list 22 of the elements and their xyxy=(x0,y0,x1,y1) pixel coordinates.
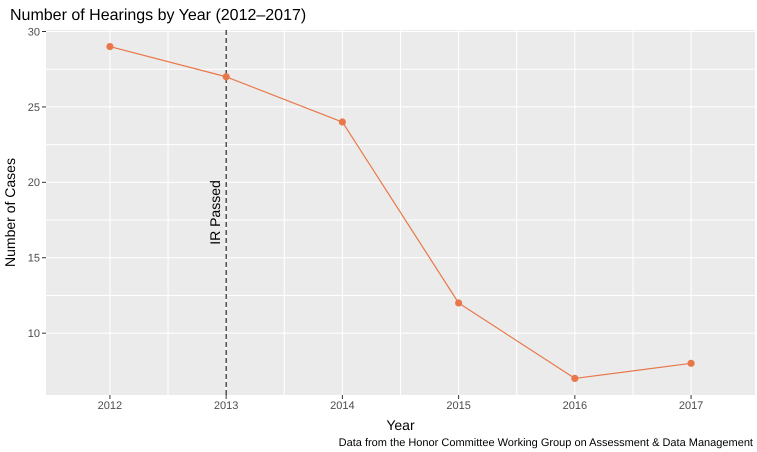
x-axis-title: Year xyxy=(386,417,415,433)
y-tick-label: 25 xyxy=(28,102,40,114)
y-tick-label: 30 xyxy=(28,26,40,38)
x-tick-label: 2015 xyxy=(446,400,471,412)
point xyxy=(455,299,462,307)
y-axis-title: Number of Cases xyxy=(2,158,18,267)
point xyxy=(338,118,346,126)
x-tick-label: 2013 xyxy=(214,400,238,412)
x-tick-label: 2017 xyxy=(678,400,704,412)
point xyxy=(106,42,114,50)
x-tick-label: 2016 xyxy=(562,400,588,412)
x-tick-label: 2014 xyxy=(330,400,355,412)
chart-title: Number of Hearings by Year (2012–2017) xyxy=(10,7,306,25)
y-tick-label: 10 xyxy=(28,328,40,340)
text: Data from the Honor Committee Working Group on Assessment & Data Management xyxy=(338,437,753,449)
point xyxy=(222,73,230,80)
point xyxy=(687,360,695,367)
y-tick-label: 20 xyxy=(28,177,40,190)
point xyxy=(571,374,578,382)
y-tick-label: 15 xyxy=(28,252,40,265)
x-tick-label: 2012 xyxy=(98,400,122,412)
ref-line-label: IR Passed xyxy=(207,180,224,245)
